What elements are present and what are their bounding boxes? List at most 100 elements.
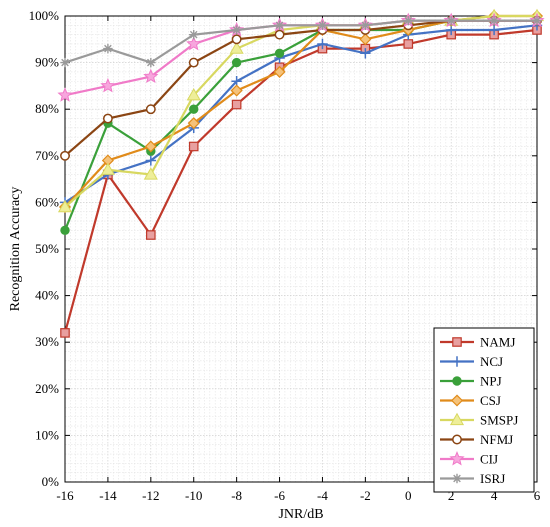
x-tick-label: 6: [534, 488, 541, 503]
x-tick-label: 4: [491, 488, 498, 503]
x-tick-label: -14: [99, 488, 117, 503]
series-line-isrj: [64, 19, 537, 64]
y-tick-label: 0%: [42, 474, 60, 489]
data-point-isrj: [446, 15, 456, 26]
legend-label: NCJ: [480, 354, 503, 369]
data-point-cij: [57, 87, 73, 102]
legend-item-isrj: ISRJ: [440, 471, 505, 486]
data-point-isrj: [489, 15, 499, 26]
y-tick-label: 30%: [35, 334, 59, 349]
data-point-ncj: [145, 155, 157, 166]
x-tick-label: -6: [274, 488, 285, 503]
legend-label: ISRJ: [480, 471, 505, 486]
series-isrj: [60, 15, 542, 68]
legend-box: [433, 327, 535, 493]
x-tick-label: -10: [185, 488, 202, 503]
legend-marker: [451, 356, 463, 367]
data-point-namj: [146, 230, 156, 240]
legend-marker: [452, 376, 462, 386]
data-point-isrj: [274, 20, 285, 31]
legend-marker: [452, 434, 462, 445]
data-point-npj: [231, 57, 242, 68]
y-tick-label: 20%: [35, 381, 59, 396]
data-point-isrj: [403, 15, 413, 26]
x-tick-label: -8: [231, 488, 242, 503]
data-point-namj: [60, 328, 70, 338]
data-point-csj: [273, 65, 286, 78]
data-point-npj: [274, 48, 285, 58]
data-point-smspj: [229, 41, 244, 54]
y-axis-title: Recognition Accuracy: [8, 187, 23, 312]
data-point-csj: [144, 140, 157, 153]
data-point-nfmj: [60, 150, 70, 161]
data-point-nfmj: [145, 104, 156, 115]
legend-marker: [450, 394, 464, 407]
legend-label: NPJ: [480, 374, 502, 389]
legend-item-npj: NPJ: [440, 374, 502, 389]
data-point-npj: [189, 104, 199, 114]
legend-label: CSJ: [480, 393, 501, 408]
data-point-isrj: [146, 57, 156, 68]
data-point-isrj: [360, 20, 371, 31]
data-point-namj: [231, 99, 242, 110]
legend-label: NAMJ: [480, 335, 515, 350]
data-point-smspj: [57, 199, 73, 213]
data-point-smspj: [186, 88, 201, 101]
legend-marker: [449, 450, 465, 466]
data-point-nfmj: [274, 29, 285, 40]
legend-item-smspj: SMSPJ: [440, 413, 518, 428]
data-point-csj: [230, 84, 243, 97]
legend-item-csj: CSJ: [440, 393, 501, 408]
data-point-isrj: [532, 15, 542, 26]
legend-marker: [452, 473, 462, 484]
x-tick-label: -4: [317, 488, 328, 503]
legend-label: CIJ: [480, 452, 498, 467]
x-tick-label: -16: [56, 488, 74, 503]
data-point-nfmj: [231, 34, 242, 45]
data-point-csj: [187, 117, 200, 130]
data-point-isrj: [189, 29, 199, 40]
series-group: [57, 8, 545, 338]
data-point-nfmj: [188, 57, 199, 68]
y-tick-label: 60%: [35, 194, 59, 209]
series-line-namj: [63, 28, 538, 334]
data-point-isrj: [103, 43, 113, 54]
y-tick-label: 50%: [35, 241, 59, 256]
axis-ticks: -16 -14 -12 -10 -8 -6 -4 -2 0 2 4 60%10%20%30%40%50…: [29, 8, 541, 503]
data-point-namj: [403, 39, 414, 49]
data-point-smspj: [143, 167, 158, 180]
data-point-ncj: [488, 24, 500, 36]
legend-item-nfmj: NFMJ: [440, 432, 513, 447]
legend-label: NFMJ: [480, 432, 513, 447]
legend-item-ncj: NCJ: [440, 354, 503, 369]
data-point-isrj: [60, 57, 70, 68]
data-point-namj: [188, 141, 199, 152]
data-point-ncj: [317, 38, 328, 50]
x-tick-label: -2: [360, 488, 371, 503]
data-point-smspj: [100, 162, 115, 175]
data-point-nfmj: [102, 113, 113, 124]
y-tick-label: 80%: [35, 101, 59, 116]
x-tick-label: 0: [405, 488, 412, 503]
data-point-cij: [143, 68, 159, 84]
data-point-ncj: [360, 48, 371, 59]
legend-marker: [449, 412, 465, 426]
y-tick-label: 90%: [35, 55, 59, 70]
data-point-isrj: [231, 25, 242, 35]
legend: NAMJ NCJ NPJ CSJ SMSPJ NFMJ CIJ ISRJ: [433, 327, 535, 493]
legend-item-cij: CIJ: [440, 450, 498, 467]
x-tick-label: 2: [448, 488, 455, 503]
data-point-csj: [359, 33, 372, 46]
data-point-npj: [60, 225, 70, 236]
x-tick-label: -12: [142, 488, 159, 503]
data-point-cij: [100, 77, 116, 93]
y-tick-label: 40%: [35, 288, 59, 303]
legend-label: SMSPJ: [480, 413, 518, 428]
legend-marker: [452, 337, 462, 347]
legend-item-namj: NAMJ: [440, 335, 515, 350]
x-axis-title: JNR/dB: [278, 507, 323, 522]
data-point-cij: [186, 35, 202, 51]
y-tick-label: 10%: [35, 427, 59, 442]
y-tick-label: 70%: [35, 148, 59, 163]
